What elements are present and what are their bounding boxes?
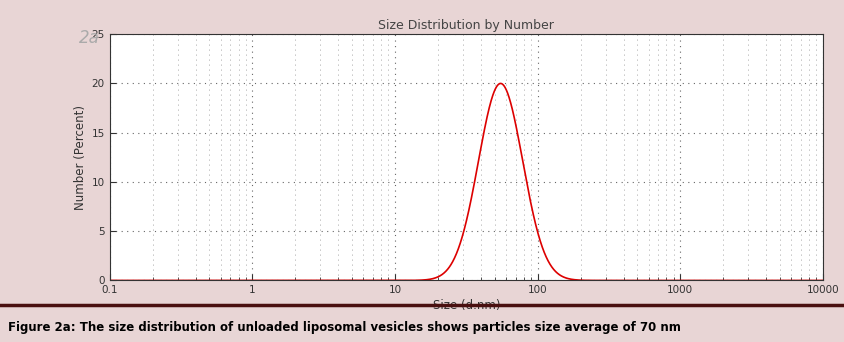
Text: 2a: 2a: [78, 29, 100, 47]
Y-axis label: Number (Percent): Number (Percent): [74, 105, 88, 210]
Title: Size Distribution by Number: Size Distribution by Number: [378, 19, 555, 32]
X-axis label: Size (d.nm): Size (d.nm): [433, 300, 500, 313]
Text: Figure 2a: The size distribution of unloaded liposomal vesicles shows particles : Figure 2a: The size distribution of unlo…: [8, 320, 681, 333]
